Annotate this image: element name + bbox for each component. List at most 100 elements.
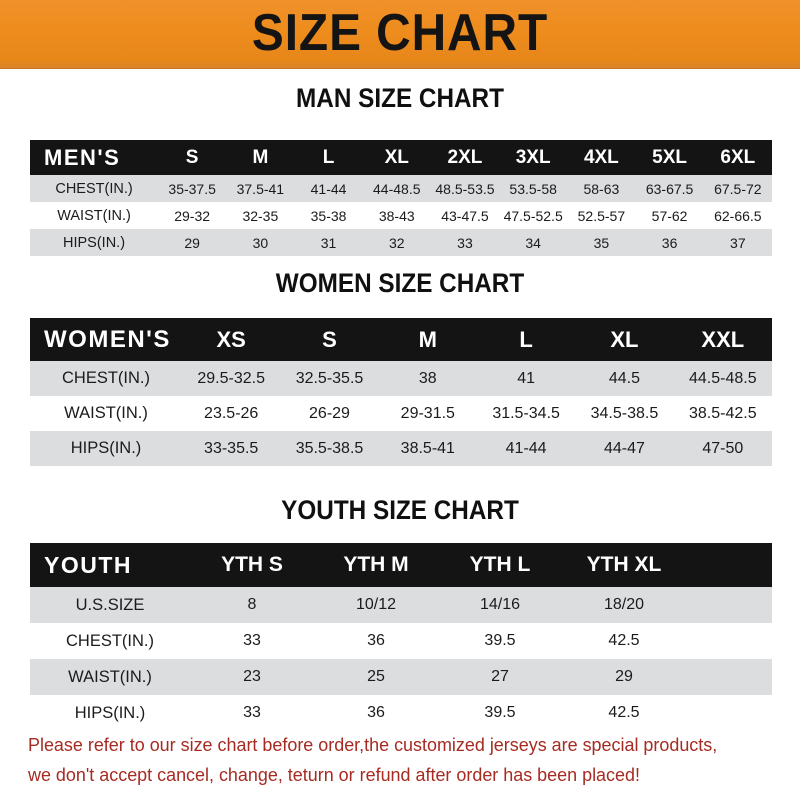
women-measure-value: 23.5-26 (182, 396, 281, 431)
women-measure-value: 44-47 (575, 431, 674, 466)
youth-row-label-header: YOUTH (44, 551, 132, 578)
youth-size-table: YOUTH YTH S YTH M YTH L YTH XL U.S.SIZE 8 10/12… (30, 543, 772, 731)
women-measure-label: WAIST(IN.) (30, 396, 183, 431)
man-measure-value: 53.5-58 (499, 175, 568, 202)
man-measure-value: 37 (703, 229, 772, 256)
man-measure-label: HIPS(IN.) (30, 229, 159, 256)
women-measure-value: 47-50 (673, 431, 772, 466)
table-row: CHEST(IN.) 35-37.5 37.5-41 41-44 44-48.5 48.5… (30, 175, 772, 202)
women-measure-value: 29.5-32.5 (182, 361, 281, 396)
women-size-table: WOMEN'S XS S M L XL XXL CHEST(IN.) 29.5-32.5 32.5… (30, 318, 772, 466)
youth-measure-value: 33 (190, 623, 314, 659)
youth-measure-value: 29 (562, 659, 686, 695)
man-measure-value: 43-47.5 (430, 202, 500, 229)
youth-measure-value: 18/20 (562, 587, 686, 623)
youth-measure-label: U.S.SIZE (30, 587, 190, 623)
man-measure-value: 36 (635, 229, 704, 256)
women-measure-value: 44.5 (575, 361, 674, 396)
table-row: WAIST(IN.) 29-32 32-35 35-38 38-43 43-47.5 47.… (30, 202, 772, 229)
youth-row-spacer (686, 587, 772, 623)
youth-column-header: YTH M (343, 553, 409, 576)
man-measure-value: 35-37.5 (158, 175, 227, 202)
table-row: HIPS(IN.) 33 36 39.5 42.5 (30, 695, 772, 731)
youth-measure-value: 27 (438, 659, 562, 695)
women-measure-label: HIPS(IN.) (30, 431, 183, 466)
table-row: HIPS(IN.) 33-35.5 35.5-38.5 38.5-41 41-44 44-… (30, 431, 772, 466)
women-column-header: XL (610, 326, 639, 352)
women-measure-value: 44.5-48.5 (673, 361, 772, 396)
man-measure-value: 57-62 (635, 202, 704, 229)
man-column-header: L (322, 146, 335, 168)
women-measure-value: 34.5-38.5 (575, 396, 674, 431)
man-row-label-header: MEN'S (44, 144, 121, 170)
youth-measure-value: 10/12 (314, 587, 438, 623)
man-measure-value: 44-48.5 (362, 175, 431, 202)
youth-measure-value: 39.5 (438, 623, 562, 659)
youth-row-spacer (686, 695, 772, 731)
man-measure-value: 29-32 (158, 202, 227, 229)
women-row-label-header: WOMEN'S (44, 325, 171, 353)
man-measure-value: 63-67.5 (635, 175, 704, 202)
man-measure-value: 31 (294, 229, 363, 256)
women-measure-value: 31.5-34.5 (476, 396, 576, 431)
man-measure-value: 35 (567, 229, 636, 256)
table-row: HIPS(IN.) 29 30 31 32 33 34 35 36 37 (30, 229, 772, 256)
table-row: U.S.SIZE 8 10/12 14/16 18/20 (30, 587, 772, 623)
women-column-header: XS (216, 326, 246, 352)
man-column-header: 2XL (447, 146, 483, 168)
men-size-table: MEN'S S M L XL 2XL 3XL 4XL 5XL 6XL CHEST(IN.) 35-37… (30, 140, 772, 256)
table-row: WAIST(IN.) 23.5-26 26-29 29-31.5 31.5-34.5 34… (30, 396, 772, 431)
man-measure-value: 37.5-41 (226, 175, 295, 202)
youth-column-header: YTH S (221, 553, 283, 576)
youth-measure-value: 23 (190, 659, 314, 695)
table-row: WAIST(IN.) 23 25 27 29 (30, 659, 772, 695)
table-row: CHEST(IN.) 33 36 39.5 42.5 (30, 623, 772, 659)
man-measure-value: 35-38 (294, 202, 363, 229)
page-title: SIZE CHART (251, 4, 549, 62)
footer-disclaimer: Please refer to our size chart before or… (28, 730, 754, 790)
women-column-header: M (418, 326, 437, 352)
women-measure-value: 38 (378, 361, 477, 396)
man-measure-value: 32 (362, 229, 431, 256)
youth-row-spacer (686, 659, 772, 695)
youth-section-title: YOUTH SIZE CHART (281, 495, 519, 525)
youth-column-header: YTH L (469, 553, 531, 576)
youth-measure-label: CHEST(IN.) (30, 623, 190, 659)
man-measure-value: 34 (499, 229, 568, 256)
youth-measure-label: WAIST(IN.) (30, 659, 190, 695)
youth-row-spacer (686, 623, 772, 659)
women-measure-value: 41 (476, 361, 576, 396)
man-measure-value: 47.5-52.5 (499, 202, 568, 229)
man-column-header: 5XL (652, 146, 687, 168)
man-measure-value: 33 (430, 229, 500, 256)
man-measure-value: 38-43 (362, 202, 431, 229)
man-measure-label: WAIST(IN.) (30, 202, 159, 229)
youth-measure-value: 8 (190, 587, 314, 623)
youth-header-row: YOUTH YTH S YTH M YTH L YTH XL (30, 543, 772, 587)
man-column-header: S (185, 146, 199, 168)
table-row: CHEST(IN.) 29.5-32.5 32.5-35.5 38 41 44.5 44.5… (30, 361, 772, 396)
women-column-header: XXL (701, 326, 745, 352)
banner: SIZE CHART (0, 0, 800, 68)
youth-measure-value: 14/16 (438, 587, 562, 623)
youth-measure-value: 42.5 (562, 695, 686, 731)
man-column-header: 4XL (583, 146, 619, 168)
man-measure-value: 48.5-53.5 (430, 175, 500, 202)
man-measure-value: 30 (226, 229, 295, 256)
man-measure-value: 52.5-57 (567, 202, 636, 229)
footer-line-2: we don't accept cancel, change, teturn o… (28, 764, 640, 785)
women-measure-value: 41-44 (476, 431, 576, 466)
women-measure-value: 38.5-42.5 (673, 396, 772, 431)
man-column-header: XL (384, 146, 409, 168)
man-measure-label: CHEST(IN.) (30, 175, 159, 202)
women-measure-value: 29-31.5 (378, 396, 477, 431)
women-section-title: WOMEN SIZE CHART (275, 268, 525, 298)
youth-measure-value: 36 (314, 695, 438, 731)
women-measure-label: CHEST(IN.) (30, 361, 183, 396)
youth-measure-value: 42.5 (562, 623, 686, 659)
youth-column-header: YTH XL (586, 553, 662, 576)
youth-measure-value: 39.5 (438, 695, 562, 731)
youth-measure-value: 33 (190, 695, 314, 731)
youth-measure-value: 25 (314, 659, 438, 695)
women-measure-value: 35.5-38.5 (280, 431, 379, 466)
